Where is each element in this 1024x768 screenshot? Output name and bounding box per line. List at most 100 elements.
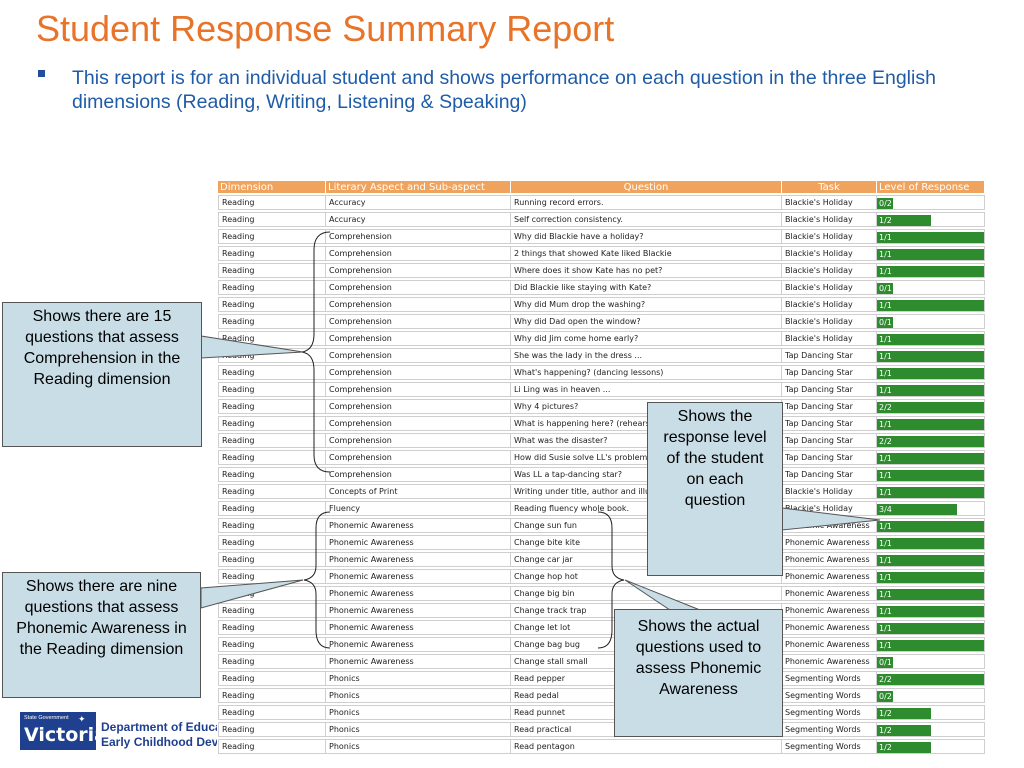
header-level[interactable]: Level of Response (877, 181, 985, 193)
cell-aspect: Fluency (326, 501, 511, 516)
cell-question: Why did Blackie have a holiday? (511, 229, 782, 244)
cell-task: Tap Dancing Star (782, 416, 877, 431)
cell-question: 2 things that showed Kate liked Blackie (511, 246, 782, 261)
cell-dimension: Reading (218, 331, 326, 346)
cell-dimension: Reading (218, 416, 326, 431)
gov-label: State Government (24, 715, 69, 721)
cell-level: 1/1 (877, 637, 985, 652)
table-row: Reading Comprehension Why did Blackie have… (218, 229, 985, 244)
cell-task: Tap Dancing Star (782, 467, 877, 482)
cell-dimension: Reading (218, 212, 326, 227)
table-row: Reading Comprehension 2 things that showed… (218, 246, 985, 261)
response-level-bar: 1/1 (877, 537, 984, 549)
cell-task: Tap Dancing Star (782, 382, 877, 397)
cell-aspect: Phonemic Awareness (326, 654, 511, 669)
response-level-bar: 2/2 (877, 401, 984, 413)
cell-question: Why did Mum drop the washing? (511, 297, 782, 312)
callout-response-level: Shows the response level of the student … (647, 402, 783, 576)
cell-level: 0/1 (877, 314, 985, 329)
table-row: Reading Comprehension What is happening he… (218, 416, 985, 431)
cell-dimension: Reading (218, 705, 326, 720)
header-dimension[interactable]: Dimension (218, 181, 326, 193)
response-level-bar: 3/4 (877, 503, 958, 515)
cell-dimension: Reading (218, 399, 326, 414)
cell-aspect: Phonemic Awareness (326, 569, 511, 584)
cell-question: Why did Dad open the window? (511, 314, 782, 329)
cell-aspect: Comprehension (326, 399, 511, 414)
header-aspect[interactable]: Literary Aspect and Sub-aspect (326, 181, 511, 193)
table-body: Reading Accuracy Running record errors. Bla… (218, 195, 985, 754)
cell-task: Phonemic Awareness (782, 637, 877, 652)
cell-aspect: Phonics (326, 705, 511, 720)
cell-aspect: Phonemic Awareness (326, 603, 511, 618)
table-row: Reading Comprehension What's happening? (d… (218, 365, 985, 380)
response-level-bar: 1/1 (877, 571, 984, 583)
response-level-bar: 0/1 (877, 316, 893, 328)
cell-task: Tap Dancing Star (782, 365, 877, 380)
response-level-bar: 1/1 (877, 554, 984, 566)
cell-aspect: Comprehension (326, 348, 511, 363)
cell-level: 0/1 (877, 654, 985, 669)
response-level-bar: 1/1 (877, 469, 984, 481)
cell-dimension: Reading (218, 535, 326, 550)
cell-question: Where does it show Kate has no pet? (511, 263, 782, 278)
response-level-bar: 1/1 (877, 418, 984, 430)
table-row: Reading Comprehension Why did Dad open the… (218, 314, 985, 329)
cell-level: 1/2 (877, 722, 985, 737)
cell-aspect: Comprehension (326, 331, 511, 346)
cell-dimension: Reading (218, 365, 326, 380)
cell-level: 1/2 (877, 212, 985, 227)
cell-level: 1/1 (877, 620, 985, 635)
cell-task: Phonemic Awareness (782, 620, 877, 635)
table-row: Reading Accuracy Self correction consisten… (218, 212, 985, 227)
cell-task: Blackie's Holiday (782, 246, 877, 261)
response-level-bar: 0/1 (877, 656, 893, 668)
cell-task: Blackie's Holiday (782, 212, 877, 227)
cell-dimension: Reading (218, 195, 326, 210)
response-level-bar: 1/1 (877, 605, 984, 617)
cell-question: Did Blackie like staying with Kate? (511, 280, 782, 295)
cell-aspect: Phonemic Awareness (326, 535, 511, 550)
table-row: Reading Comprehension Why did Mum drop the… (218, 297, 985, 312)
comprehension-brace (301, 231, 331, 473)
response-level-bar: 1/2 (877, 214, 931, 226)
header-task[interactable]: Task (782, 181, 877, 193)
response-level-bar: 1/1 (877, 265, 984, 277)
cell-aspect: Comprehension (326, 365, 511, 380)
cell-level: 0/2 (877, 195, 985, 210)
cell-task: Phonemic Awareness (782, 535, 877, 550)
cell-dimension: Reading (218, 484, 326, 499)
response-level-bar: 1/1 (877, 248, 984, 260)
table-row: Reading Comprehension What was the disaste… (218, 433, 985, 448)
table-row: Reading Comprehension Li Ling was in heave… (218, 382, 985, 397)
response-level-bar: 2/2 (877, 673, 984, 685)
cell-aspect: Comprehension (326, 280, 511, 295)
header-question[interactable]: Question (511, 181, 782, 193)
cell-aspect: Comprehension (326, 263, 511, 278)
response-level-bar: 1/1 (877, 486, 984, 498)
cell-question: She was the lady in the dress ... (511, 348, 782, 363)
cell-question: Li Ling was in heaven ... (511, 382, 782, 397)
cell-level: 1/1 (877, 518, 985, 533)
cell-dimension: Reading (218, 637, 326, 652)
cell-dimension: Reading (218, 688, 326, 703)
response-level-bar: 1/2 (877, 724, 931, 736)
student-response-table: Dimension Literary Aspect and Sub-aspect… (218, 179, 985, 756)
comprehension-pointer (200, 335, 304, 359)
response-level-bar: 1/2 (877, 707, 931, 719)
department-name: Department of Education Early Childhood … (101, 720, 217, 750)
response-level-bar: 1/1 (877, 622, 984, 634)
table-row: Reading Phonemic Awareness Change track tr… (218, 603, 985, 618)
cell-dimension: Reading (218, 433, 326, 448)
cell-dimension: Reading (218, 739, 326, 754)
cell-level: 1/1 (877, 263, 985, 278)
cell-aspect: Comprehension (326, 416, 511, 431)
cell-dimension: Reading (218, 263, 326, 278)
cell-task: Blackie's Holiday (782, 229, 877, 244)
cell-level: 2/2 (877, 671, 985, 686)
response-level-bar: 1/1 (877, 333, 984, 345)
cell-level: 3/4 (877, 501, 985, 516)
cell-level: 1/1 (877, 348, 985, 363)
dept-line-1: Department of Education (101, 720, 217, 734)
cell-task: Phonemic Awareness (782, 586, 877, 601)
